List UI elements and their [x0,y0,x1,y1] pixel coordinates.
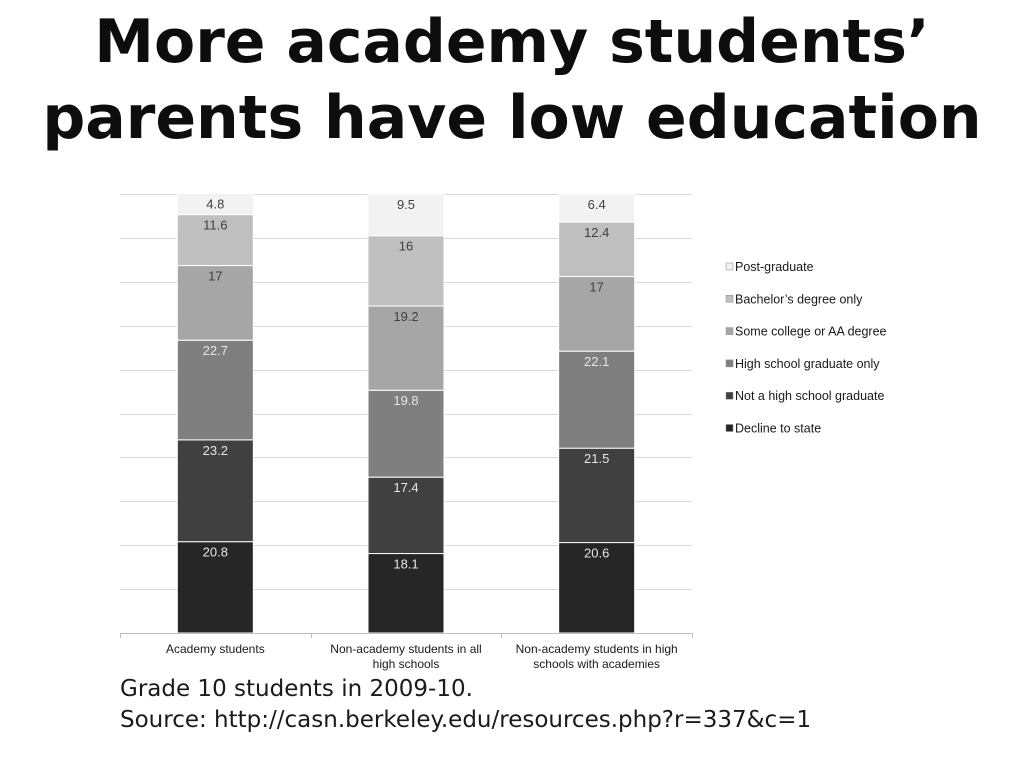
bar-segment [558,350,636,449]
legend-item: Not a high school graduate [725,389,884,403]
legend-swatch [725,262,734,271]
data-label: 22.7 [203,343,228,358]
bar-segment [367,235,445,307]
legend-label: Decline to state [735,422,821,436]
slide-title-line-1: More academy students’ [94,7,930,77]
caption-line-source: Source: http://casn.berkeley.edu/resourc… [120,707,812,733]
data-label: 17 [589,280,603,295]
data-label: 19.8 [393,393,418,408]
legend-swatch [725,295,734,303]
data-label: 18.1 [393,557,418,572]
bar-segment [558,447,636,544]
bar-stack: 20.8 23.2 22.7 17 11.6 4.8 [176,193,254,634]
caption-line-grade: Grade 10 students in 2009-10. [120,676,473,702]
data-label: 6.4 [588,197,606,212]
legend-swatch [725,359,734,368]
legend-item: Bachelor’s degree only [725,292,863,306]
data-label: 19.2 [393,309,418,324]
data-label: 20.6 [584,546,609,561]
data-label: 11.6 [203,218,227,233]
bar-segment [176,193,254,216]
bar-segment [558,221,636,278]
bar-segment [367,305,445,391]
x-tick-label: high schools [373,657,440,671]
legend-label: Bachelor’s degree only [735,292,863,306]
x-tick-label: Non-academy students in high [516,642,678,656]
data-label: 21.5 [584,451,609,466]
bar-segment [176,339,254,441]
bar-segment [558,542,636,634]
bar-segment [367,193,445,237]
slide-title-line-2: parents have low education [42,83,982,153]
legend-item: Some college or AA degree [725,325,887,339]
data-label: 22.1 [584,354,609,369]
bar-segment [176,265,254,341]
legend-label: Some college or AA degree [735,325,887,339]
legend-swatch [725,424,734,432]
legend-item: Post-graduate [725,260,814,274]
legend-swatch [725,391,734,400]
legend-label: High school graduate only [735,357,880,371]
x-axis: Academy students Non-academy students in … [120,633,693,671]
data-label: 17.4 [393,480,418,495]
data-label: 16 [399,239,413,254]
bar-stack: 18.1 17.4 19.8 19.2 16 9.5 [367,193,445,634]
data-label: 12.4 [584,225,609,240]
legend: Post-graduate Bachelor’s degree only Some … [725,260,887,436]
data-label: 17 [208,269,222,284]
bar-stack: 20.6 21.5 22.1 17 12.4 6.4 [558,193,636,634]
legend-label: Not a high school graduate [735,389,884,403]
bar-stacks: 20.8 23.2 22.7 17 11.6 4.8 18.1 17.4 19.8 19.2 16 9… [176,193,636,634]
legend-item: High school graduate only [725,357,880,371]
legend-item: Decline to state [725,422,821,436]
bar-segment [367,476,445,555]
legend-label: Post-graduate [735,260,814,274]
data-label: 4.8 [206,197,224,212]
bar-segment [367,389,445,478]
x-tick-label: schools with academies [533,657,660,671]
x-tick-label: Non-academy students in all [330,642,481,656]
caption: Grade 10 students in 2009-10. Source: ht… [120,674,1000,736]
x-tick-label: Academy students [166,642,265,656]
legend-swatch [725,327,734,335]
bar-segment [176,214,254,267]
data-label: 9.5 [397,197,415,212]
bar-segment [558,193,636,223]
slide-title: More academy students’ parents have low … [0,4,1024,156]
data-label: 20.8 [203,545,228,560]
bar-segment [176,439,254,543]
data-label: 23.2 [203,443,228,458]
